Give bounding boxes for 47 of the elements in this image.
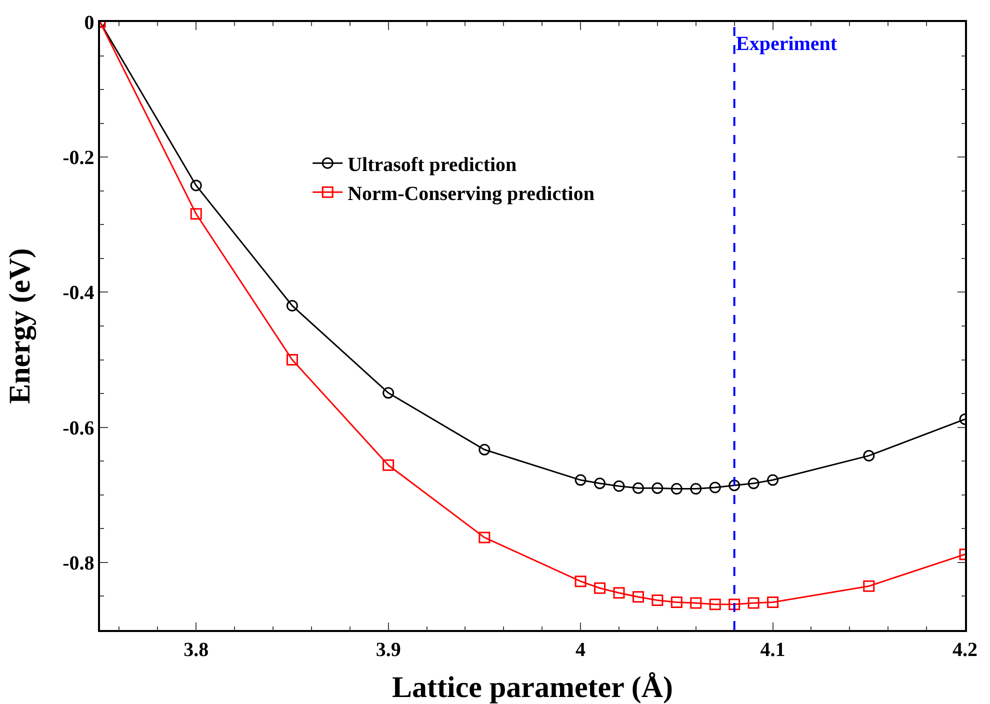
point (670, 596, 682, 608)
y-tick-label: -0.4 (62, 282, 94, 304)
x-tick-label: 3.8 (184, 638, 209, 661)
x-axis-title: Lattice parameter (Å) (392, 671, 673, 704)
point (748, 478, 760, 490)
x-tick-label: 4.2 (952, 638, 978, 661)
point (594, 582, 606, 594)
x-tick-label: 4.1 (760, 638, 786, 661)
y-tick-label: 0 (84, 12, 94, 34)
point (574, 576, 586, 588)
x-tick-label: 3.9 (376, 638, 401, 661)
point (286, 300, 298, 312)
y-tick-label: -0.2 (62, 147, 94, 170)
point (632, 482, 644, 494)
point (632, 591, 644, 603)
point (382, 459, 394, 471)
point (748, 597, 760, 609)
point (728, 480, 740, 492)
legend-label: Ultrasoft prediction (348, 154, 517, 176)
point (613, 480, 625, 492)
ref-line-label: Experiment (736, 33, 838, 55)
y-axis-title: Energy (eV) (4, 248, 36, 404)
point (478, 532, 490, 544)
point (478, 444, 490, 456)
point (652, 482, 664, 494)
point (728, 598, 740, 610)
point (574, 474, 586, 486)
point (863, 450, 875, 462)
point (863, 580, 875, 592)
x-tick-label: 4 (576, 638, 586, 661)
point (613, 587, 625, 599)
point (709, 482, 721, 494)
y-tick-label: -0.8 (62, 552, 94, 574)
y-tick-label: -0.6 (62, 417, 94, 440)
point (670, 483, 682, 495)
point (382, 387, 394, 399)
point (652, 594, 664, 606)
point (690, 483, 702, 495)
legend-label: Norm-Conserving prediction (348, 182, 594, 205)
point (767, 596, 779, 608)
point (690, 597, 702, 609)
point (190, 180, 202, 192)
point (767, 474, 779, 486)
point (709, 598, 721, 610)
point (190, 208, 202, 220)
point (594, 478, 606, 490)
point (286, 354, 298, 366)
